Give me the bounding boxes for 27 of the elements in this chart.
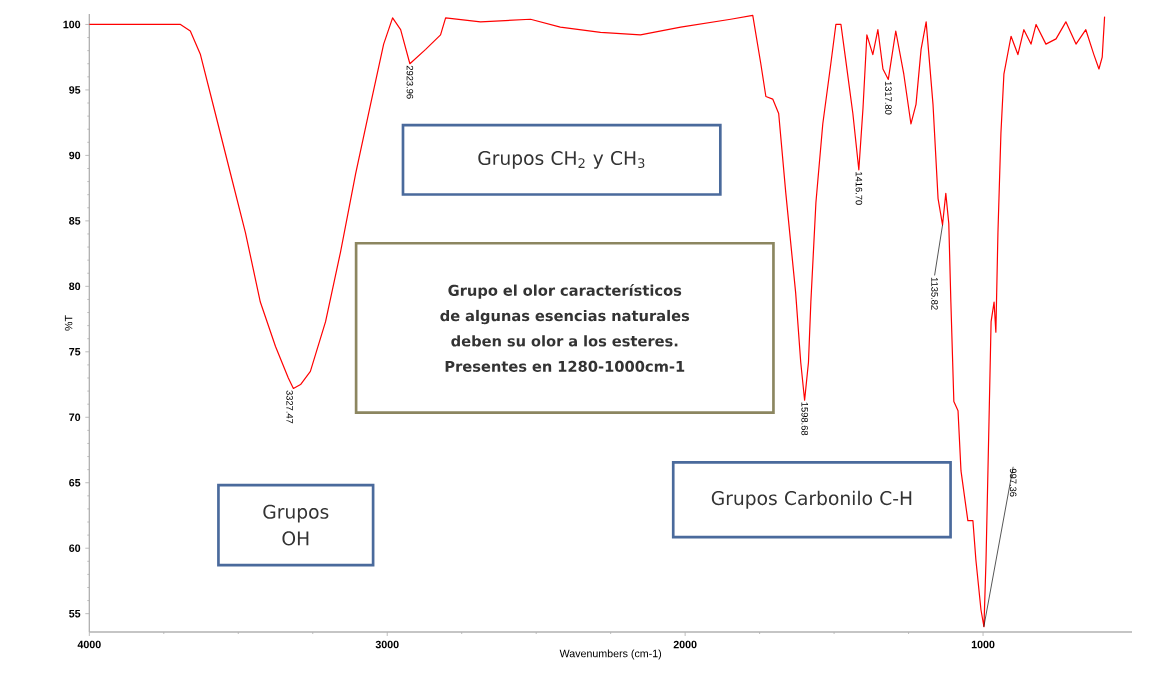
y-tick-label: 75 [69,348,81,356]
y-tick-label: 95 [69,86,81,94]
annotation: Grupos OH [263,504,329,546]
annotation: Grupo el olor característicos de algunas esencias naturales deben su olor a los esteres. Presentes en 1280-1000cm-1 [440,283,690,372]
x-tick-label: 2000 [673,640,697,649]
annotation: 2923.96 [406,65,414,99]
annotation: 1135.82 [931,277,938,310]
y-tick-label: 65 [69,478,81,487]
annotation: 1416.70 [855,172,863,205]
annotation: 3327.47 [286,390,293,424]
y-tick-label: 90 [69,151,81,160]
x-axis-title: Wavenumbers (cm-1) [559,649,662,660]
y-tick-label: 100 [63,20,81,29]
y-tick-label: 80 [69,282,81,291]
annotation: 997.36 [1009,468,1017,497]
annotation: Grupos Carbonilo C-H [711,490,912,509]
y-tick-label: 70 [69,413,81,422]
annotation: 1598.68 [801,402,808,436]
y-tick-label: 85 [69,217,81,225]
x-tick-label: 1000 [971,640,995,649]
y-axis-title: %T [64,315,73,331]
x-tick-label: 3000 [375,640,399,649]
y-tick-label: 55 [69,609,81,618]
x-tick-label: 4000 [77,640,101,649]
annotation: Grupos CH$_{2}$ y CH$_{3}$ [478,150,645,169]
annotation: 1317.80 [885,81,892,115]
y-tick-label: 60 [69,544,81,552]
